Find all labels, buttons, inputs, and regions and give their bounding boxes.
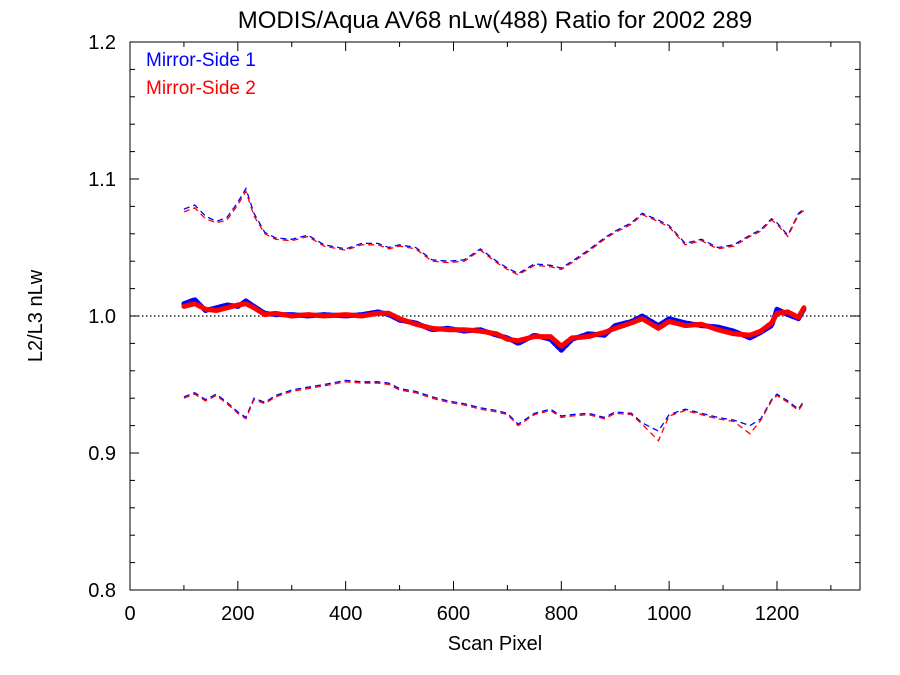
- legend-entry-mirror-side-2: Mirror-Side 2: [146, 78, 256, 99]
- x-axis-title: Scan Pixel: [448, 633, 543, 655]
- series-mirror-side-1-upper-line: [183, 187, 805, 275]
- legend: Mirror-Side 1 Mirror-Side 2: [146, 50, 256, 99]
- legend-entry-mirror-side-1: Mirror-Side 1: [146, 50, 256, 71]
- series-layer: [181, 187, 807, 442]
- y-tick-label: 1.0: [88, 306, 116, 328]
- x-tick-label: 600: [437, 603, 470, 625]
- x-tick-label: 0: [124, 603, 135, 625]
- series-mirror-side-1-lower-line: [183, 379, 805, 432]
- x-tick-label: 800: [545, 603, 578, 625]
- chart-title: MODIS/Aqua AV68 nLw(488) Ratio for 2002 …: [238, 7, 753, 34]
- y-tick-label: 0.9: [88, 443, 116, 465]
- y-axis-title: L2/L3 nLw: [25, 269, 47, 362]
- plot-area: [129, 41, 861, 591]
- series-mirror-side-2-upper-line: [183, 189, 805, 276]
- x-tick-label: 400: [329, 603, 362, 625]
- x-tick-label: 1200: [755, 603, 800, 625]
- x-tick-label: 200: [221, 603, 254, 625]
- x-tick-labels: 0 200 400 600 800 1000 1200: [124, 603, 799, 625]
- y-tick-label: 0.8: [88, 580, 116, 602]
- x-tick-label: 1000: [647, 603, 692, 625]
- y-tick-label: 1.2: [88, 32, 116, 54]
- series-mirror-side-2-lower-line: [183, 381, 805, 442]
- y-tick-label: 1.1: [88, 169, 116, 191]
- series-mirror-side-2-mean-line: [181, 301, 807, 349]
- y-tick-labels: 0.8 0.9 1.0 1.1 1.2: [88, 32, 116, 602]
